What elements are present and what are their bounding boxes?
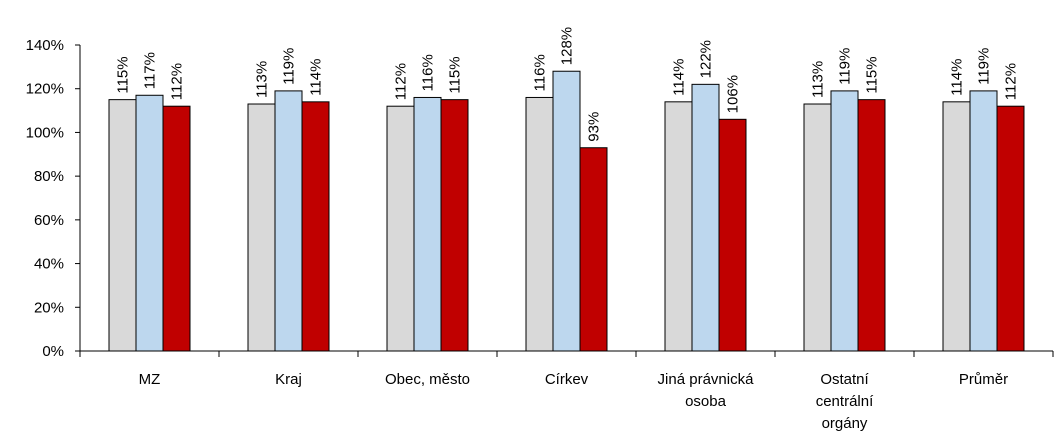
data-label: 114%: [308, 59, 325, 96]
data-label: 114%: [671, 59, 688, 96]
bar: [552, 70, 581, 352]
data-label: 119%: [281, 48, 298, 85]
data-label: 119%: [976, 48, 993, 85]
y-tick-label: 40%: [34, 256, 64, 273]
category-label: Církev: [545, 371, 589, 388]
data-label: 112%: [169, 63, 186, 100]
data-label: 116%: [532, 54, 549, 91]
data-label: 115%: [864, 56, 881, 93]
bar: [942, 101, 971, 352]
data-label: 93%: [586, 112, 603, 142]
y-axis: 0% 20% 40% 60% 80% 100% 120% 140%: [26, 37, 81, 360]
y-tick-label: 0%: [42, 343, 64, 360]
bar: [247, 103, 276, 352]
data-label: 122%: [698, 40, 715, 78]
data-label: 117%: [142, 52, 159, 89]
bar: [301, 101, 330, 352]
bar: [691, 83, 720, 352]
data-label: 113%: [254, 61, 271, 98]
category-label: centrální: [816, 393, 874, 410]
category-label: Obec, město: [385, 371, 470, 388]
bar: [718, 118, 747, 352]
y-tick-label: 60%: [34, 212, 64, 229]
y-tick-label: 120%: [26, 81, 64, 98]
bar: [969, 90, 998, 352]
bar: [135, 94, 164, 352]
bar: [996, 105, 1025, 352]
bar: [108, 99, 137, 352]
category-label: Průměr: [959, 371, 1008, 388]
category-label: MZ: [139, 371, 161, 388]
bar: [579, 147, 608, 352]
data-label: 115%: [115, 56, 132, 93]
data-label: 106%: [725, 75, 742, 113]
y-tick-label: 80%: [34, 168, 64, 185]
category-label: Kraj: [275, 371, 302, 388]
data-label: 116%: [420, 54, 437, 91]
bars-group: [108, 70, 1025, 352]
bar: [413, 96, 442, 352]
data-label: 114%: [949, 59, 966, 96]
bar: [525, 96, 554, 352]
bar: [440, 99, 469, 352]
y-tick-label: 140%: [26, 37, 64, 54]
data-label: 128%: [559, 27, 576, 65]
category-label: osoba: [685, 393, 727, 410]
category-label: Ostatní: [820, 371, 869, 388]
x-axis: MZ Kraj Obec, město Církev Jiná právnická oso…: [79, 350, 1054, 432]
data-label: 113%: [810, 61, 827, 98]
bar: [274, 90, 303, 352]
bar: [664, 101, 693, 352]
data-label: 112%: [1003, 63, 1020, 100]
bar: [857, 99, 886, 352]
category-label: orgány: [822, 415, 868, 432]
bar: [803, 103, 832, 352]
data-label: 119%: [837, 48, 854, 85]
data-labels-group: 115% 113% 112% 116% 114% 113% 114% 117% 119% 116%…: [115, 27, 1020, 142]
data-label: 112%: [393, 63, 410, 100]
category-label: Jiná právnická: [658, 371, 755, 388]
y-tick-label: 20%: [34, 299, 64, 316]
bar: [386, 105, 415, 352]
bar: [162, 105, 191, 352]
data-label: 115%: [447, 56, 464, 93]
y-tick-label: 100%: [26, 124, 64, 141]
bar: [830, 90, 859, 352]
